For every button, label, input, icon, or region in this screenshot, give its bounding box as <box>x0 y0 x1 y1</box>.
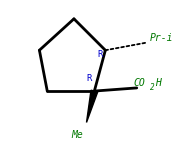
Text: Me: Me <box>71 130 83 140</box>
Text: H: H <box>155 78 161 88</box>
Text: Pr-i: Pr-i <box>149 33 173 43</box>
Text: 2: 2 <box>150 83 155 92</box>
Text: R: R <box>98 50 103 59</box>
Polygon shape <box>87 90 98 122</box>
Text: R: R <box>87 74 92 83</box>
Text: CO: CO <box>134 78 145 88</box>
